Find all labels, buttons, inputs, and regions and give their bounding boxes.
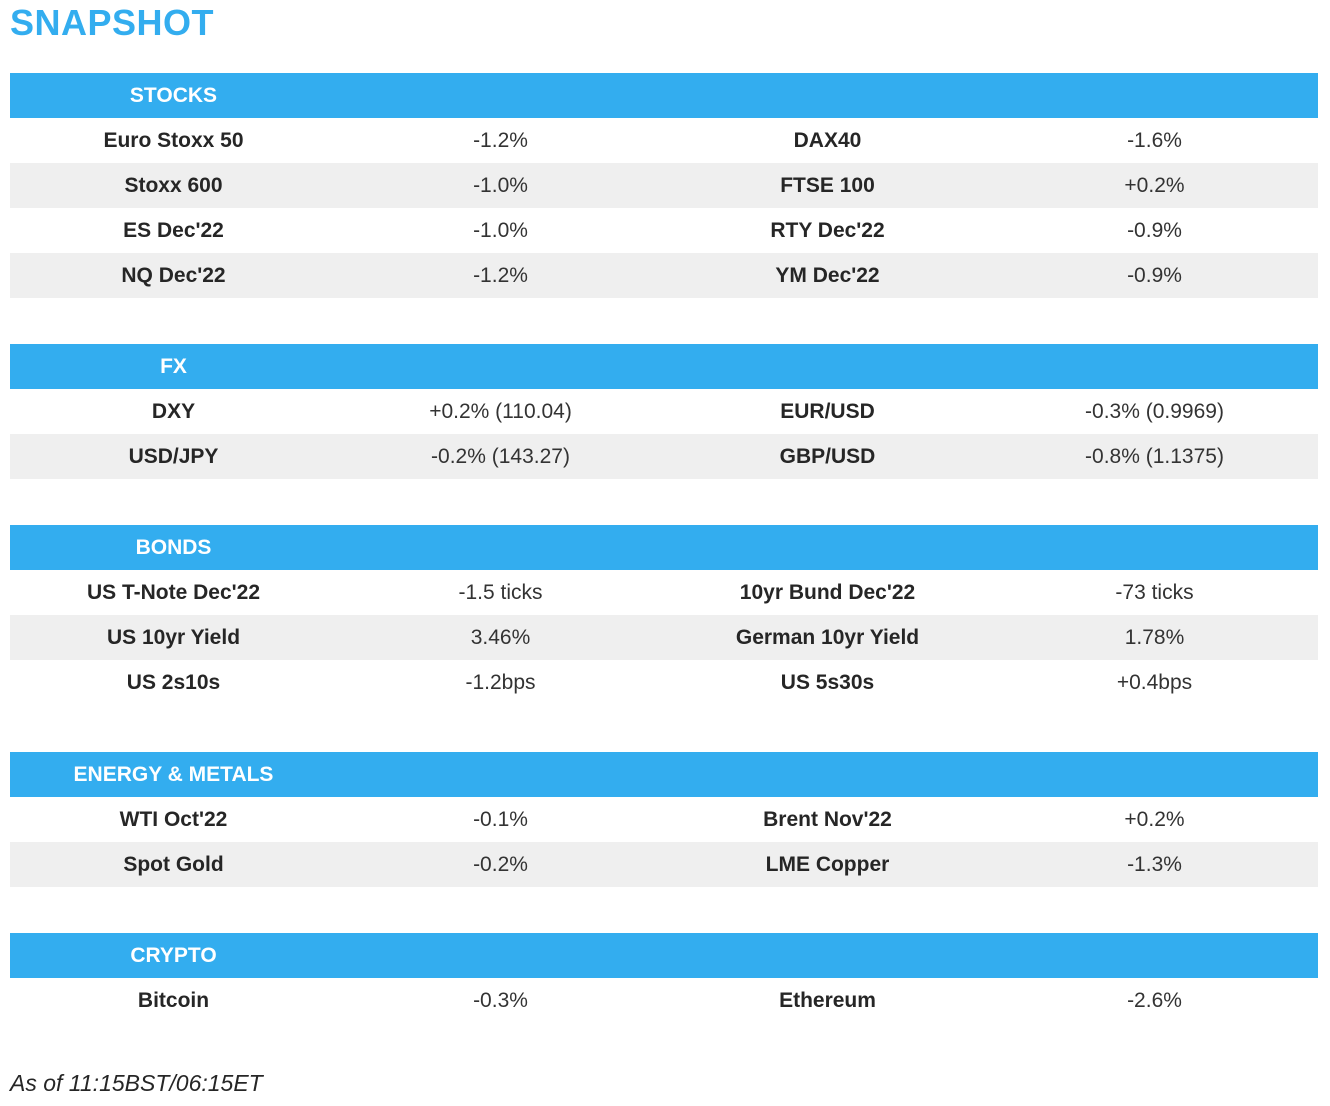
instrument-name: US 2s10s xyxy=(126,671,221,694)
instrument-name: Ethereum xyxy=(779,989,876,1012)
instrument-name: Euro Stoxx 50 xyxy=(103,129,244,152)
instrument-name: RTY Dec'22 xyxy=(770,219,885,242)
instrument-value: 3.46% xyxy=(470,626,531,649)
table-row: Euro Stoxx 50 -1.2% DAX40 -1.6% xyxy=(10,118,1318,163)
instrument-value: -0.1% xyxy=(473,808,528,831)
instrument-name: DXY xyxy=(151,400,196,423)
instrument-name: GBP/USD xyxy=(779,445,876,468)
section-header-label: FX xyxy=(160,355,187,378)
instrument-value: -1.3% xyxy=(1127,853,1182,876)
table-row: WTI Oct'22 -0.1% Brent Nov'22 +0.2% xyxy=(10,797,1318,842)
section-header: BONDS xyxy=(10,525,1318,570)
instrument-name: ES Dec'22 xyxy=(123,219,224,242)
instrument-value: -0.2% (143.27) xyxy=(431,445,570,468)
table-row: US 10yr Yield 3.46% German 10yr Yield 1.… xyxy=(10,615,1318,660)
instrument-value: -0.3% xyxy=(473,989,528,1012)
section-header: CRYPTO xyxy=(10,933,1318,978)
instrument-name: USD/JPY xyxy=(128,445,219,468)
instrument-name: German 10yr Yield xyxy=(735,626,920,649)
instrument-name: 10yr Bund Dec'22 xyxy=(739,581,916,604)
table-row: Stoxx 600 -1.0% FTSE 100 +0.2% xyxy=(10,163,1318,208)
table-row: DXY +0.2% (110.04) EUR/USD -0.3% (0.9969… xyxy=(10,389,1318,434)
fx-section: FX DXY +0.2% (110.04) EUR/USD -0.3% (0.9… xyxy=(10,344,1318,479)
instrument-name: US 10yr Yield xyxy=(106,626,241,649)
instrument-value: -1.0% xyxy=(473,174,528,197)
instrument-value: -1.2bps xyxy=(465,671,536,694)
section-header-label: BONDS xyxy=(135,536,212,559)
table-row: Bitcoin -0.3% Ethereum -2.6% xyxy=(10,978,1318,1023)
instrument-value: -1.0% xyxy=(473,219,528,242)
instrument-name: EUR/USD xyxy=(780,400,875,423)
table-row: US T-Note Dec'22 -1.5 ticks 10yr Bund De… xyxy=(10,570,1318,615)
instrument-name: FTSE 100 xyxy=(780,174,875,197)
instrument-value: -0.8% (1.1375) xyxy=(1085,445,1224,468)
table-row: USD/JPY -0.2% (143.27) GBP/USD -0.8% (1.… xyxy=(10,434,1318,479)
instrument-name: Spot Gold xyxy=(123,853,224,876)
table-row: US 2s10s -1.2bps US 5s30s +0.4bps xyxy=(10,660,1318,705)
instrument-name: WTI Oct'22 xyxy=(119,808,228,831)
instrument-value: +0.2% xyxy=(1124,808,1185,831)
section-header-label: CRYPTO xyxy=(130,944,217,967)
crypto-section: CRYPTO Bitcoin -0.3% Ethereum -2.6% xyxy=(10,933,1318,1023)
section-header: STOCKS xyxy=(10,73,1318,118)
section-header: ENERGY & METALS xyxy=(10,752,1318,797)
instrument-value: -1.5 ticks xyxy=(458,581,543,604)
instrument-name: Stoxx 600 xyxy=(124,174,223,197)
instrument-name: Bitcoin xyxy=(137,989,210,1012)
page-title: SNAPSHOT xyxy=(10,2,215,43)
table-row: Spot Gold -0.2% LME Copper -1.3% xyxy=(10,842,1318,887)
section-header-label: STOCKS xyxy=(129,84,218,107)
section-header-label: ENERGY & METALS xyxy=(73,763,274,786)
table-row: ES Dec'22 -1.0% RTY Dec'22 -0.9% xyxy=(10,208,1318,253)
instrument-name: DAX40 xyxy=(793,129,862,152)
instrument-value: +0.2% (110.04) xyxy=(429,400,572,423)
instrument-name: US T-Note Dec'22 xyxy=(86,581,261,604)
instrument-value: -0.3% (0.9969) xyxy=(1085,400,1224,423)
section-header: FX xyxy=(10,344,1318,389)
instrument-value: -1.6% xyxy=(1127,129,1182,152)
instrument-name: Brent Nov'22 xyxy=(763,808,892,831)
instrument-name: NQ Dec'22 xyxy=(121,264,226,287)
stocks-section: STOCKS Euro Stoxx 50 -1.2% DAX40 -1.6% S… xyxy=(10,73,1318,298)
instrument-value: +0.4bps xyxy=(1116,671,1193,694)
instrument-value: -0.9% xyxy=(1127,264,1182,287)
bonds-section: BONDS US T-Note Dec'22 -1.5 ticks 10yr B… xyxy=(10,525,1318,705)
table-row: NQ Dec'22 -1.2% YM Dec'22 -0.9% xyxy=(10,253,1318,298)
instrument-value: 1.78% xyxy=(1124,626,1185,649)
instrument-name: YM Dec'22 xyxy=(775,264,880,287)
instrument-value: -0.9% xyxy=(1127,219,1182,242)
timestamp-footer: As of 11:15BST/06:15ET xyxy=(10,1070,263,1096)
instrument-value: -0.2% xyxy=(473,853,528,876)
energy-metals-section: ENERGY & METALS WTI Oct'22 -0.1% Brent N… xyxy=(10,752,1318,887)
instrument-name: LME Copper xyxy=(765,853,890,876)
instrument-name: US 5s30s xyxy=(780,671,875,694)
instrument-value: -2.6% xyxy=(1127,989,1182,1012)
instrument-value: +0.2% xyxy=(1124,174,1185,197)
instrument-value: -1.2% xyxy=(473,264,528,287)
instrument-value: -1.2% xyxy=(473,129,528,152)
instrument-value: -73 ticks xyxy=(1115,581,1194,604)
